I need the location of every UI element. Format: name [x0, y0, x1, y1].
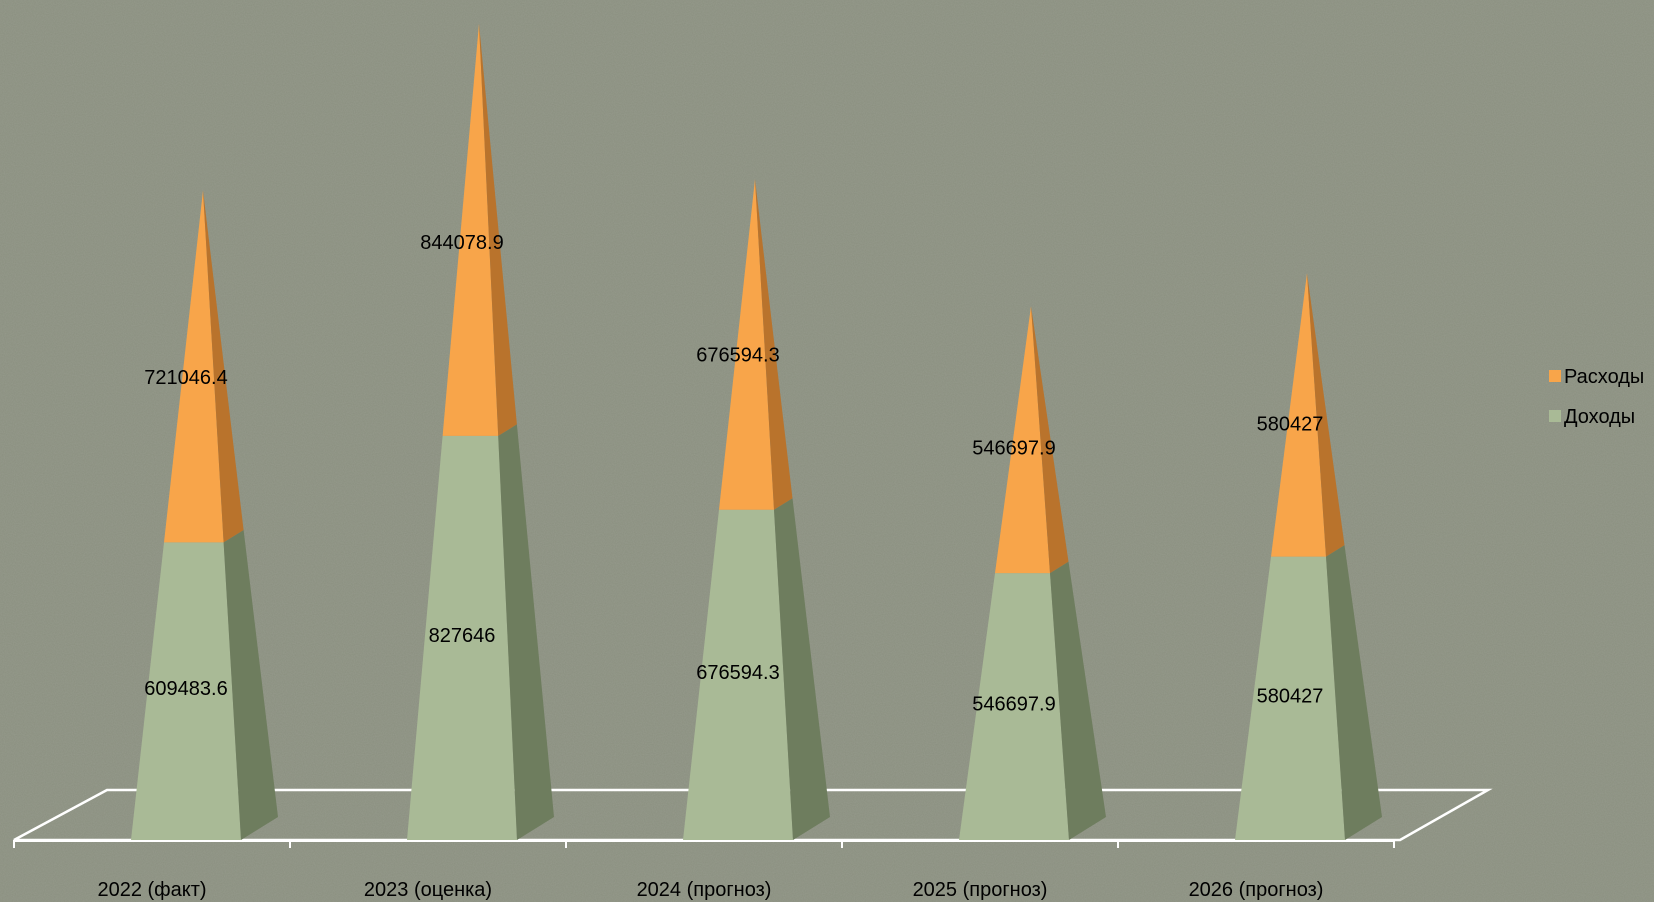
legend-item: Доходы: [1549, 406, 1635, 428]
pyramid-5: [1235, 273, 1382, 840]
income-bar-side: [774, 498, 830, 840]
x-tick-label: 2023 (оценка): [364, 879, 492, 901]
income-data-label: 580427: [1257, 685, 1324, 707]
expense-data-label: 546697.9: [972, 438, 1055, 460]
expense-bar-side: [203, 190, 244, 543]
x-tick-label: 2025 (прогноз): [913, 879, 1048, 901]
income-bar-side: [1050, 561, 1106, 840]
x-tick-label: 2022 (факт): [97, 879, 206, 901]
income-data-label: 546697.9: [972, 694, 1055, 716]
expense-bar-front: [442, 23, 499, 436]
pyramid-3: [683, 179, 830, 840]
expense-data-label: 844078.9: [420, 232, 503, 254]
x-tick-label: 2024 (прогноз): [637, 879, 772, 901]
expense-data-label: 721046.4: [144, 367, 227, 389]
expense-bar-front: [164, 190, 224, 543]
income-data-label: 609483.6: [144, 678, 227, 700]
pyramid-2: [407, 23, 554, 840]
expense-bar-side: [479, 23, 517, 436]
income-data-label: 676594.3: [696, 662, 779, 684]
expense-data-label: 676594.3: [696, 344, 779, 366]
income-data-label: 827646: [429, 625, 496, 647]
pyramid-1: [131, 190, 278, 840]
legend-label: Расходы: [1564, 366, 1644, 388]
income-bar-front: [1235, 556, 1345, 840]
expense-bar-side: [1307, 273, 1345, 557]
pyramid-4: [959, 306, 1106, 840]
x-tick-label: 2026 (прогноз): [1189, 879, 1324, 901]
income-bar-side: [1326, 545, 1382, 840]
expense-bar-side: [755, 179, 793, 510]
income-bar-side: [223, 530, 278, 840]
legend-swatch: [1549, 410, 1561, 422]
legend-swatch: [1549, 370, 1561, 382]
income-bar-side: [498, 424, 554, 840]
expense-data-label: 580427: [1257, 413, 1324, 435]
legend-item: Расходы: [1549, 366, 1644, 388]
expense-bar-front: [995, 306, 1050, 574]
income-bar-front: [407, 435, 517, 840]
expense-bar-front: [1271, 273, 1326, 557]
legend-label: Доходы: [1564, 406, 1635, 428]
expense-bar-front: [719, 179, 774, 510]
income-bar-front: [959, 573, 1069, 840]
expense-bar-side: [1031, 306, 1069, 574]
income-bar-front: [683, 509, 793, 840]
income-bar-front: [131, 542, 241, 840]
